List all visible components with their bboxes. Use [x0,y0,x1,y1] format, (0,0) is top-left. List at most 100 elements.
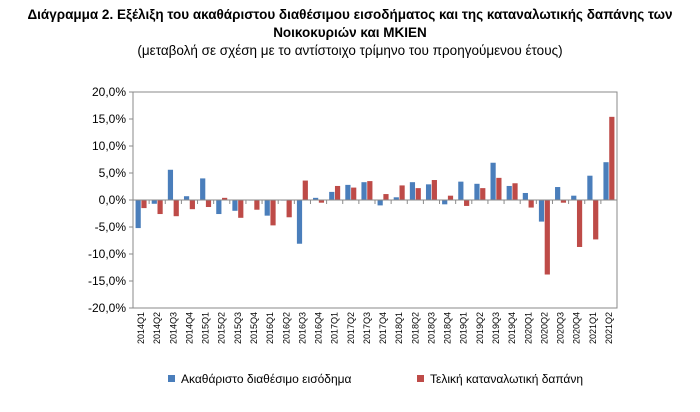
x-tick-label: 2018Q2 [410,312,420,344]
y-tick-label: 10,0% [92,139,126,153]
bar-consumption [205,200,212,208]
legend-swatch-consumption [417,375,424,382]
bar-consumption [351,187,357,200]
x-tick-label: 2014Q4 [184,312,194,344]
y-tick-label: 5,0% [99,166,127,180]
x-tick-label: 2019Q4 [507,312,517,344]
bar-consumption [302,180,308,200]
bar-consumption [286,200,292,218]
bar-consumption [173,200,179,217]
bar-consumption [560,200,567,203]
chart-title: Διάγραμμα 2. Εξέλιξη του ακαθάριστου δια… [0,6,700,42]
x-tick-label: 2016Q1 [265,312,275,344]
x-tick-label: 2020Q4 [572,312,582,344]
bar-income [442,200,448,205]
bar-consumption [383,194,389,200]
x-tick-label: 2015Q2 [217,312,227,344]
bar-consumption [496,177,502,200]
chart-subtitle: (μεταβολή σε σχέση με το αντίστοιχο τρίμ… [137,43,563,58]
bar-income [393,197,399,200]
x-tick-label: 2020Q3 [556,312,566,344]
x-tick-label: 2021Q1 [588,312,598,344]
x-tick-label: 2016Q3 [297,312,307,344]
bar-income [506,185,512,200]
bar-income [522,192,528,200]
bar-income [361,182,367,200]
bar-consumption [512,183,518,200]
x-tick-label: 2019Q2 [475,312,485,344]
bar-income [151,200,157,204]
bar-consumption [544,200,550,275]
bar-income [587,175,593,200]
x-tick-label: 2014Q3 [168,312,178,344]
chart-title-line1: Διάγραμμα 2. Εξέλιξη του ακαθάριστου δια… [27,7,673,22]
x-tick-label: 2021Q2 [604,312,614,344]
x-tick-label: 2017Q3 [362,312,372,344]
x-tick-label: 2014Q1 [136,312,146,344]
bar-consumption [238,200,244,218]
bar-income [183,196,190,200]
bar-income [135,200,141,229]
bar-consumption [464,200,470,206]
bar-consumption [480,188,486,200]
bar-consumption [609,116,615,200]
legend-swatch-income [168,375,175,382]
bar-income [232,200,238,211]
x-tick-label: 2015Q3 [233,312,243,344]
bar-income [264,200,270,216]
y-tick-label: 15,0% [92,112,126,126]
x-tick-label: 2016Q2 [281,312,291,344]
legend-label-income: Ακαθάριστο διαθέσιμο εισόδημα [181,372,352,386]
x-tick-label: 2014Q2 [152,312,162,344]
bar-consumption [318,200,325,203]
bar-consumption [334,185,341,200]
bar-income [490,162,496,200]
x-tick-label: 2019Q1 [459,312,469,344]
bar-income [603,162,609,200]
bar-consumption [447,195,454,200]
bar-income [425,184,432,200]
y-tick-label: -5,0% [95,220,127,234]
bar-income [555,187,561,200]
bar-consumption [576,200,583,247]
bar-consumption [367,181,373,200]
bar-consumption [254,200,260,210]
bar-income [296,200,303,244]
y-tick-label: -10,0% [88,247,126,261]
bar-income [313,197,319,200]
bar-income [458,181,464,200]
bar-income [329,191,335,200]
bar-consumption [415,188,421,200]
x-tick-label: 2020Q1 [523,312,533,344]
bar-consumption [222,197,228,200]
x-tick-label: 2016Q4 [314,312,324,344]
x-tick-label: 2017Q4 [378,312,388,344]
y-tick-label: 20,0% [92,85,126,99]
bar-consumption [141,200,147,209]
y-tick-label: 0,0% [99,193,127,207]
x-tick-label: 2017Q1 [330,312,340,344]
x-tick-label: 2018Q3 [426,312,436,344]
bar-consumption [528,200,534,208]
bar-consumption [593,200,599,240]
bar-consumption [399,185,405,200]
bar-income [571,195,577,200]
bar-income [216,200,222,215]
bar-consumption [270,200,276,226]
x-tick-label: 2018Q4 [443,312,453,344]
bar-income [474,183,480,200]
x-tick-label: 2020Q2 [539,312,549,344]
bar-consumption [431,180,437,200]
x-tick-label: 2018Q1 [394,312,404,344]
y-tick-label: -15,0% [88,274,126,288]
bar-consumption [189,200,195,210]
x-tick-label: 2015Q4 [249,312,259,344]
bar-consumption [157,200,163,215]
bar-income [409,182,416,200]
y-tick-label: -20,0% [88,301,126,315]
x-tick-label: 2017Q2 [346,312,356,344]
x-tick-label: 2015Q1 [201,312,211,344]
bar-income [167,169,174,200]
bar-income [377,200,383,206]
